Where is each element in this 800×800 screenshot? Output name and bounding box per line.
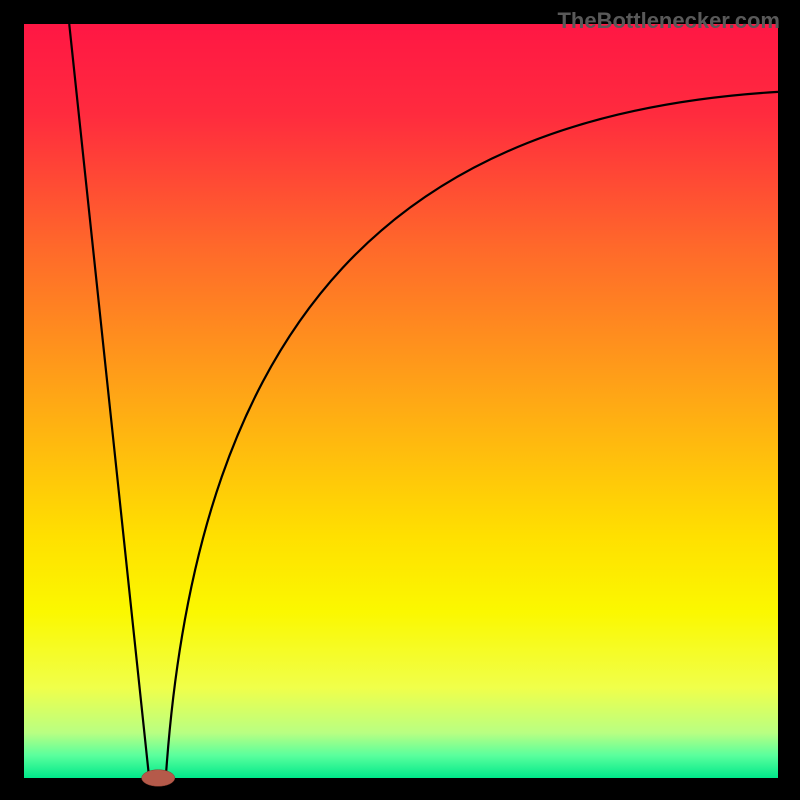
watermark-text: TheBottlenecker.com	[557, 8, 780, 34]
optimal-point-marker	[142, 770, 175, 787]
bottleneck-chart	[0, 0, 800, 800]
chart-svg	[0, 0, 800, 800]
